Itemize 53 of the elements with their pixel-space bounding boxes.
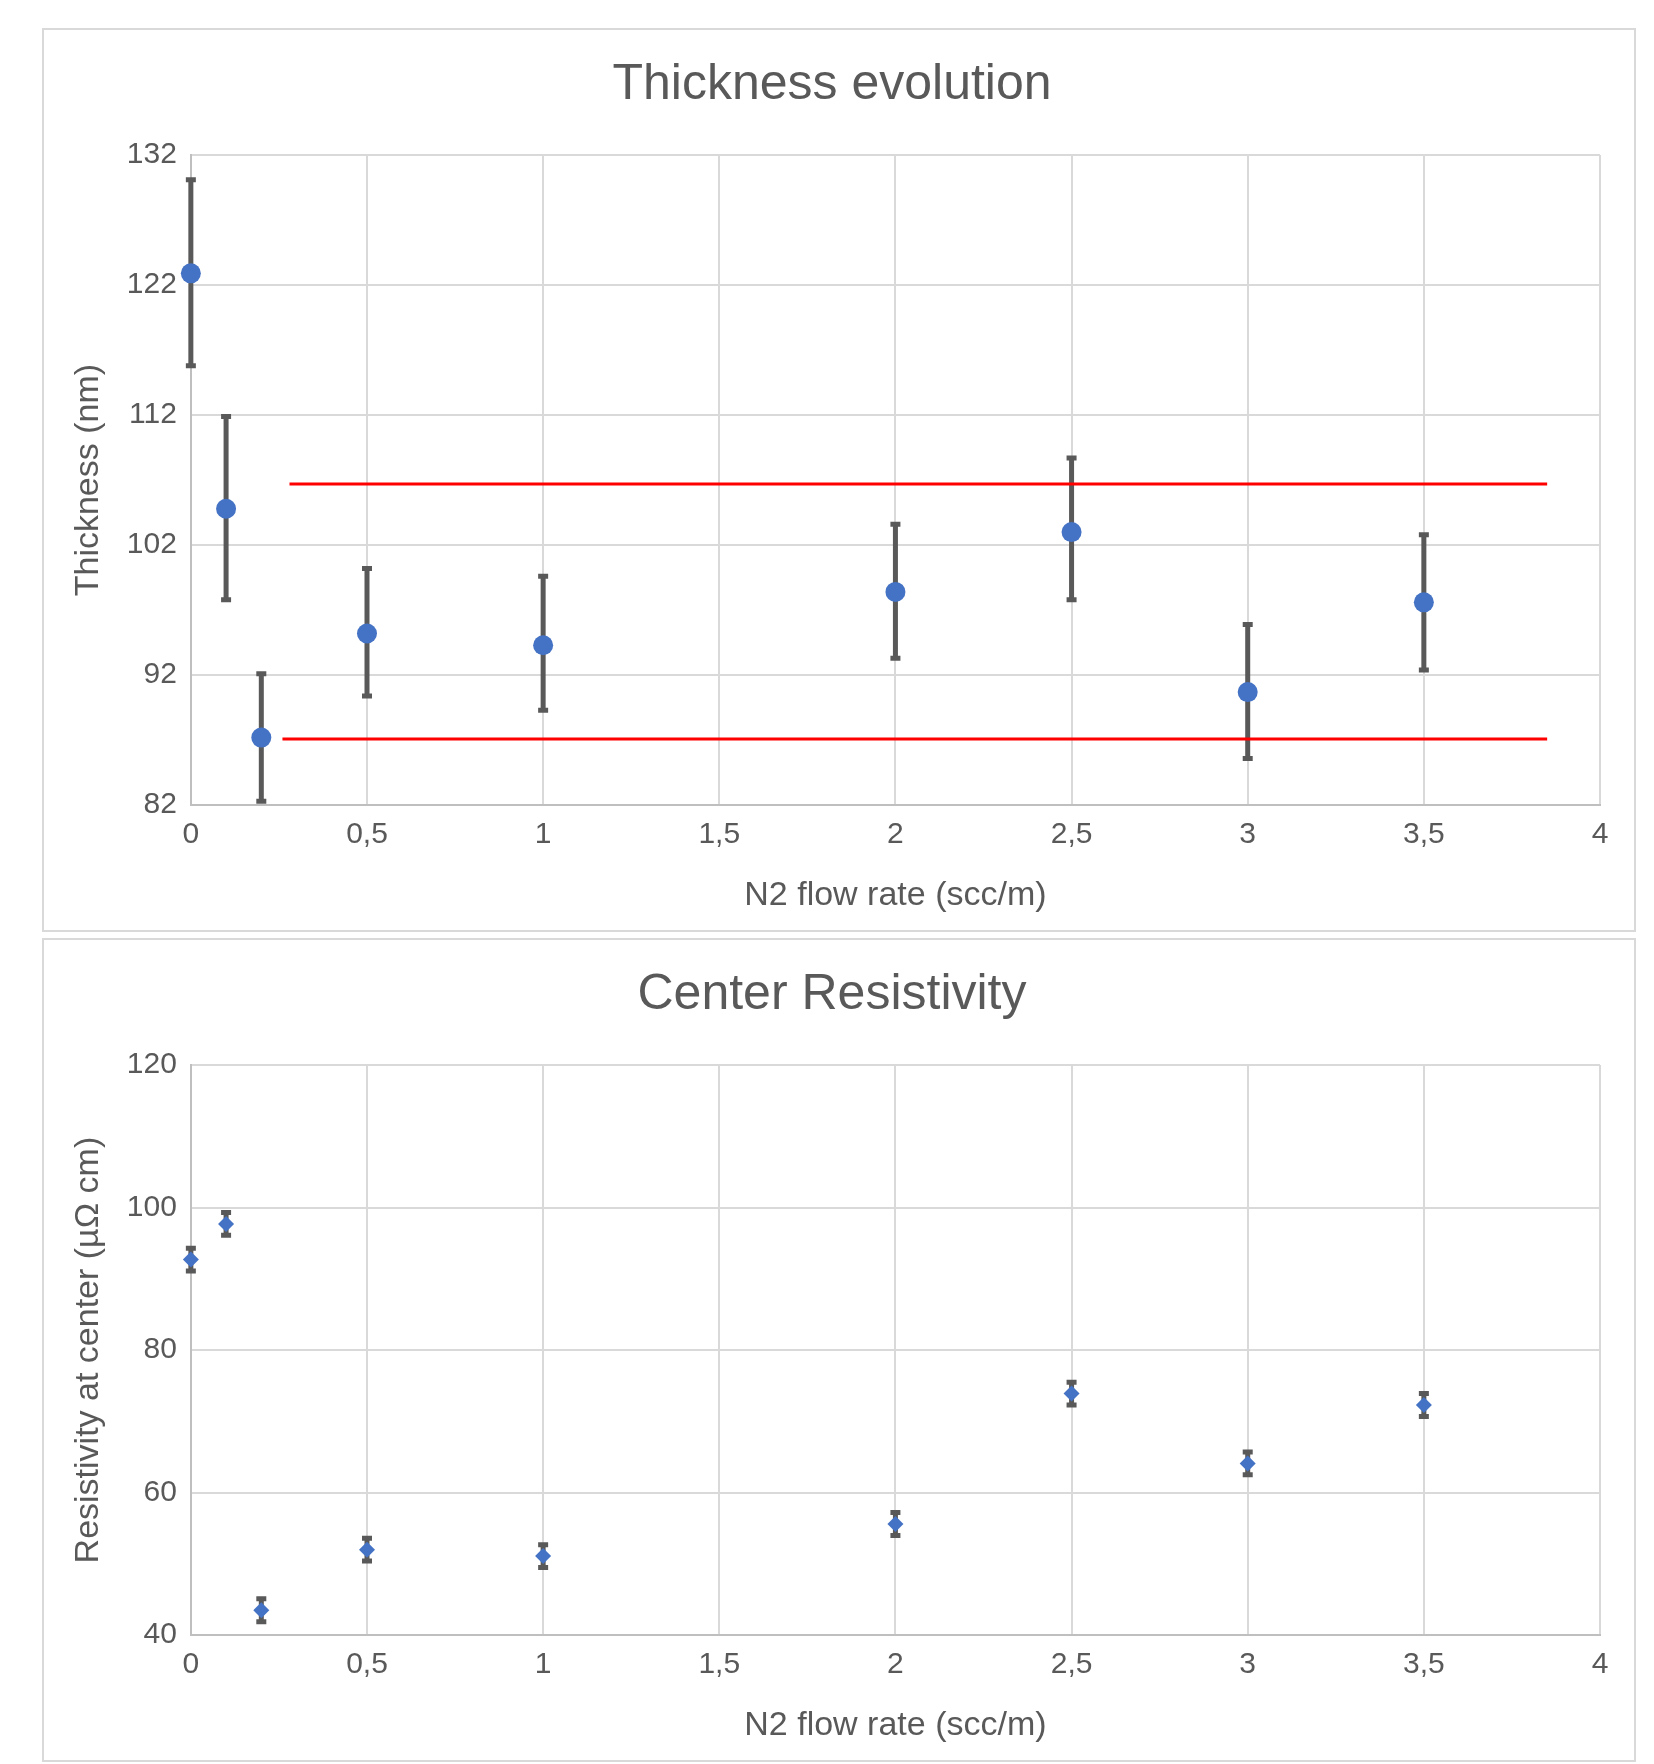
x-tick-label: 0 <box>182 816 200 850</box>
x-axis-title: N2 flow rate (scc/m) <box>744 873 1047 912</box>
chart-title: Center Resistivity <box>637 963 1027 1020</box>
point <box>1063 1385 1080 1402</box>
y-tick-label: 82 <box>143 786 177 820</box>
point <box>533 635 554 656</box>
x-tick-label: 0,5 <box>346 816 388 850</box>
x-tick-label: 1,5 <box>698 1646 741 1680</box>
point <box>887 1516 904 1533</box>
y-axis-title: Thickness (nm) <box>66 363 105 597</box>
y-tick-label: 102 <box>126 526 177 560</box>
y-tick-label: 100 <box>126 1188 177 1222</box>
x-tick-label: 0 <box>182 1646 200 1680</box>
point <box>1237 682 1258 703</box>
x-tick-label: 1 <box>534 816 552 850</box>
point <box>251 727 272 748</box>
y-tick-label: 112 <box>129 396 177 430</box>
x-tick-label: 0,5 <box>346 1646 388 1680</box>
x-tick-label: 2 <box>887 1646 904 1680</box>
point <box>1239 1455 1256 1472</box>
x-tick-label: 2,5 <box>1050 816 1093 850</box>
point <box>1061 522 1082 543</box>
y-tick-label: 132 <box>126 136 177 170</box>
point <box>216 498 237 519</box>
point <box>885 581 906 602</box>
chart-title: Thickness evolution <box>612 53 1052 110</box>
point <box>1415 1396 1432 1413</box>
x-tick-label: 3 <box>1239 816 1257 850</box>
y-tick-label: 120 <box>126 1046 177 1080</box>
point <box>1413 592 1434 613</box>
x-tick-label: 3,5 <box>1403 816 1445 850</box>
point <box>253 1602 270 1619</box>
y-tick-label: 40 <box>143 1616 177 1650</box>
x-tick-label: 1 <box>534 1646 552 1680</box>
x-axis-title: N2 flow rate (scc/m) <box>744 1703 1047 1742</box>
x-tick-label: 1,5 <box>698 816 741 850</box>
x-tick-label: 4 <box>1591 1646 1609 1680</box>
point <box>535 1548 552 1565</box>
point <box>182 1251 199 1268</box>
y-tick-label: 80 <box>143 1331 177 1365</box>
x-tick-label: 4 <box>1591 816 1609 850</box>
point <box>357 623 377 644</box>
point <box>359 1541 375 1558</box>
y-tick-label: 92 <box>143 656 177 690</box>
x-tick-label: 2,5 <box>1050 1646 1093 1680</box>
point <box>180 263 201 284</box>
y-tick-label: 60 <box>143 1473 177 1507</box>
x-tick-label: 2 <box>887 816 904 850</box>
x-tick-label: 3 <box>1239 1646 1257 1680</box>
x-tick-label: 3,5 <box>1403 1646 1445 1680</box>
y-tick-label: 122 <box>126 266 177 300</box>
point <box>218 1215 235 1232</box>
y-axis-title: Resistivity at center (µΩ cm) <box>66 1136 105 1564</box>
